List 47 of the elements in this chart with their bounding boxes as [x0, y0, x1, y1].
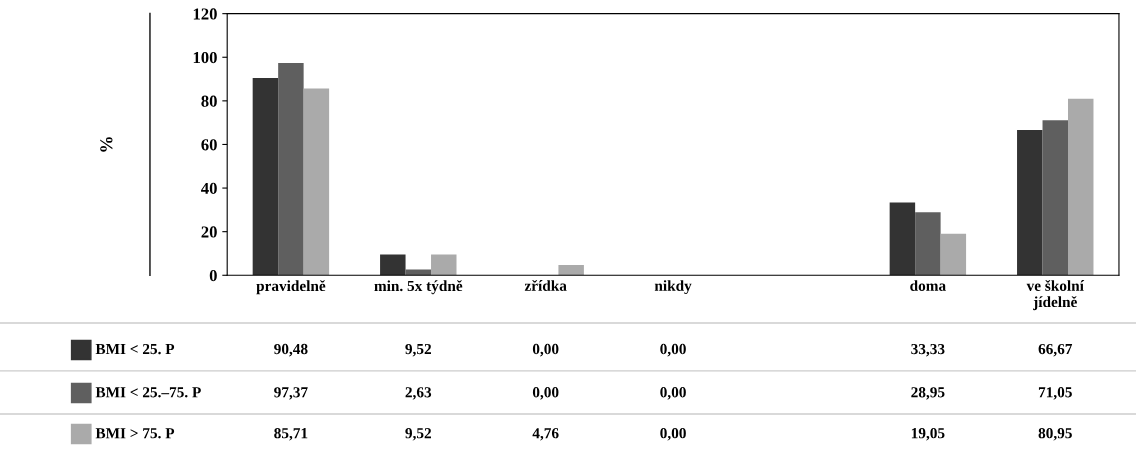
bar — [1017, 129, 1043, 276]
y-tick-label: 0 — [209, 269, 217, 282]
data-label: 90,48 — [274, 343, 308, 357]
y-axis-title: % — [100, 137, 113, 152]
data-label: 0,00 — [660, 343, 686, 357]
data-label: 0,00 — [660, 428, 686, 441]
bar — [380, 254, 406, 276]
y-tick-label: 20 — [201, 226, 217, 238]
y-tick-label: 100 — [193, 51, 217, 64]
x-tick-label: pravidelně — [256, 280, 326, 295]
data-label: 97,37 — [274, 387, 308, 400]
x-tick-label: zřídka — [524, 279, 567, 291]
legend-label: BMI > 75. P — [95, 428, 175, 439]
bar — [889, 202, 916, 276]
data-label: 0,00 — [532, 387, 559, 400]
bar — [940, 233, 967, 276]
bar — [278, 62, 304, 276]
bar — [252, 78, 279, 276]
y-tick-label: 80 — [201, 95, 217, 107]
data-label: 71,05 — [1038, 387, 1072, 400]
data-label: 2,63 — [405, 387, 432, 400]
y-tick-label: 120 — [193, 8, 217, 20]
bar — [915, 212, 941, 276]
data-label: 33,33 — [911, 343, 945, 357]
data-label: 0,00 — [532, 343, 559, 357]
y-tick-label: 60 — [201, 139, 217, 151]
y-tick-label: 40 — [201, 182, 217, 195]
data-label: 0,00 — [660, 387, 686, 400]
data-label: 66,67 — [1038, 343, 1073, 357]
x-tick-label: ve školní jídelně — [1026, 279, 1085, 311]
data-label: 9,52 — [405, 343, 431, 357]
bar — [431, 254, 457, 276]
data-label: 19,05 — [911, 428, 945, 441]
data-label: 80,95 — [1038, 428, 1072, 441]
data-label: 85,71 — [274, 428, 308, 441]
legend-label: BMI < 25. P — [95, 343, 175, 355]
x-tick-label: nikdy — [654, 280, 692, 295]
bar — [1068, 98, 1094, 276]
data-label: 28,95 — [911, 387, 945, 400]
bar — [303, 88, 330, 276]
data-label: 4,76 — [532, 428, 559, 441]
x-tick-label: doma — [910, 280, 946, 291]
data-label: 9,52 — [405, 428, 431, 441]
legend-label: BMI < 25.–75. P — [95, 387, 201, 398]
bar — [558, 264, 584, 276]
bar — [1042, 120, 1068, 276]
x-tick-label: min. 5x týdně — [374, 280, 463, 295]
